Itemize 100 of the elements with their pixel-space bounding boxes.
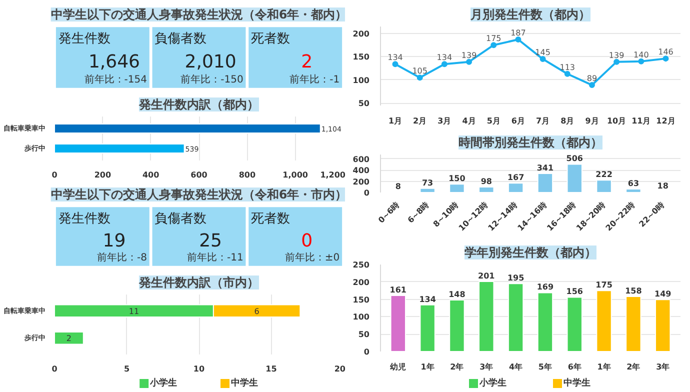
data-label: 187 <box>510 28 526 38</box>
data-label: 175 <box>486 34 502 44</box>
x-tick-label: 3月 <box>438 116 452 126</box>
text: 負傷者数 <box>154 31 207 46</box>
text: 19 <box>102 230 126 252</box>
text: 1,646 <box>88 52 140 73</box>
data-label: 73 <box>422 178 434 188</box>
data-label: 8 <box>395 182 402 192</box>
x-tick-label: 1,200 <box>320 170 346 180</box>
point <box>416 74 423 81</box>
text: 発生件数 <box>58 211 110 226</box>
y-tick-label: 250 <box>352 260 370 270</box>
data-label: 175 <box>596 280 613 290</box>
y-tick-label: 200 <box>352 29 370 38</box>
point <box>540 56 546 62</box>
x-tick-label: 12月 <box>656 116 676 126</box>
point <box>515 36 522 43</box>
x-tick-label: 2年 <box>450 362 464 372</box>
legend-label: 中学生 <box>564 378 590 388</box>
y-tick-label: 150 <box>352 295 370 304</box>
bar <box>626 296 642 352</box>
y-tick-label: 0 <box>364 348 370 356</box>
data-label: 161 <box>390 285 407 294</box>
legend-label: 小学生 <box>148 378 177 388</box>
bar <box>54 332 84 345</box>
x-tick-label: 2月 <box>413 116 427 126</box>
data-label: 63 <box>628 178 640 188</box>
text: 0 <box>301 230 313 252</box>
data-label: 11 <box>128 306 140 316</box>
text: 死者数 <box>251 211 290 226</box>
bar <box>478 281 494 352</box>
data-label: 222 <box>596 170 612 180</box>
x-tick-label: 600 <box>190 170 208 180</box>
bar <box>420 188 436 192</box>
x-tick-label: 0 <box>52 364 58 374</box>
data-label: 341 <box>536 163 554 172</box>
data-label: 145 <box>535 48 550 58</box>
bar <box>655 299 671 352</box>
x-tick-label: 400 <box>142 170 160 180</box>
x-tick-label: 7月 <box>536 116 550 126</box>
data-label: 89 <box>586 74 598 84</box>
data-label: 146 <box>658 48 674 57</box>
x-tick-label: 9月 <box>585 116 599 126</box>
text: 発生件数 <box>58 31 110 46</box>
text: 前年比：-11 <box>186 252 244 264</box>
text: 2,010 <box>184 52 236 73</box>
x-tick-label: 15 <box>266 364 278 374</box>
point <box>441 61 448 68</box>
point <box>466 58 472 65</box>
data-label: 156 <box>566 287 584 296</box>
point <box>662 56 669 62</box>
bar <box>449 299 465 352</box>
data-label: 6 <box>254 306 260 316</box>
text: 負傷者数 <box>154 211 207 226</box>
x-tick-label: 10月 <box>607 116 626 126</box>
bar <box>566 164 582 192</box>
x-tick-label: 5 <box>124 364 130 374</box>
point <box>638 58 644 64</box>
text: 前年比：-8 <box>97 252 147 264</box>
y-tick-label: 0 <box>364 188 370 198</box>
text: 前年比：-150 <box>180 73 244 86</box>
x-tick-label: 2年 <box>626 362 640 372</box>
text: 中学生以下の交通人身事故発生状況（令和6年・市内） <box>50 188 348 202</box>
chart-title: 発生件数内訳（都内） <box>138 98 259 112</box>
x-tick-label: 0 <box>52 170 58 180</box>
x-tick-label: 1,000 <box>282 170 308 180</box>
data-label: 18 <box>657 181 669 190</box>
y-tick-label: 200 <box>352 278 370 287</box>
data-label: 134 <box>436 53 452 62</box>
y-tick-label: 100 <box>352 312 370 322</box>
text: 前年比：±0 <box>284 252 340 264</box>
legend-label: 小学生 <box>478 378 506 388</box>
x-tick-label: 20 <box>334 364 346 374</box>
x-tick-label: 5年 <box>538 362 552 372</box>
data-label: 506 <box>566 154 584 164</box>
x-tick-label: 3年 <box>656 362 670 372</box>
text: 2 <box>301 52 313 73</box>
chart-title: 発生件数内訳（市内） <box>138 276 259 290</box>
data-label: 105 <box>412 66 428 76</box>
data-label: 134 <box>419 294 436 304</box>
y-tick-label: 100 <box>352 76 370 85</box>
data-label: 139 <box>608 50 624 60</box>
text: 死者数 <box>251 31 290 46</box>
text: 25 <box>199 230 222 252</box>
y-tick-label: 50 <box>358 330 370 340</box>
x-tick-label: 8月 <box>560 116 574 126</box>
text: 中学生以下の交通人身事故発生状況（令和6年・都内） <box>50 8 348 22</box>
data-label: 140 <box>634 50 649 60</box>
data-label: 169 <box>536 282 554 292</box>
chart-title: 学年別発生件数（都内） <box>464 246 596 260</box>
data-label: 149 <box>654 290 672 299</box>
x-tick-label: 200 <box>94 170 112 180</box>
point <box>614 58 620 65</box>
y-tick-label: 200 <box>352 177 370 186</box>
bar <box>390 294 406 352</box>
chart-title: 時間帯別発生件数（都内） <box>458 136 602 150</box>
bar <box>566 296 582 352</box>
bar <box>508 182 524 192</box>
bar <box>537 292 554 352</box>
x-tick-label: 10 <box>193 364 205 374</box>
